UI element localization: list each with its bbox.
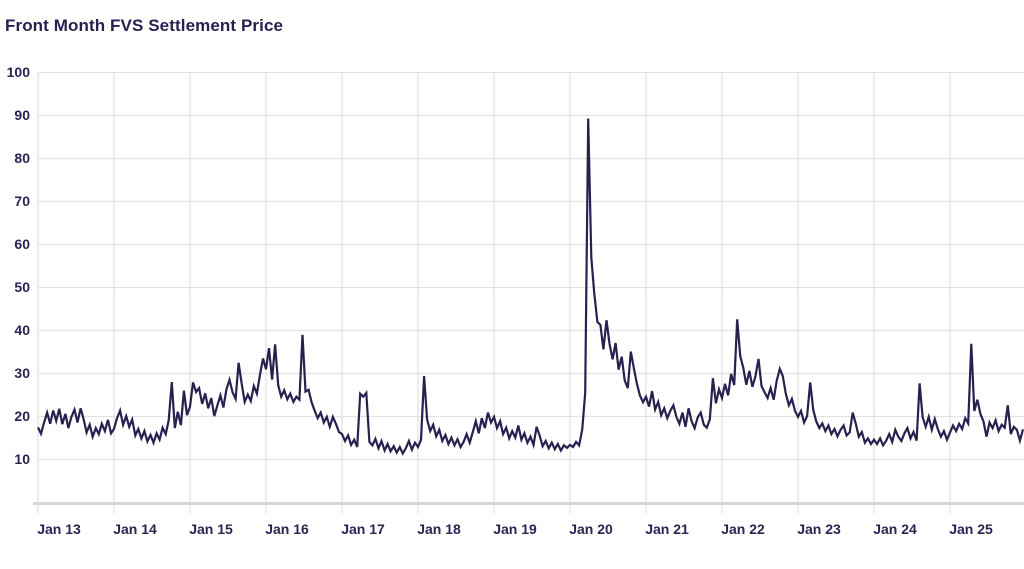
x-tick-label: Jan 25: [949, 521, 993, 537]
x-tick-label: Jan 20: [569, 521, 613, 537]
y-tick-label: 10: [14, 451, 30, 467]
y-tick-label: 20: [14, 408, 30, 424]
x-tick-label: Jan 15: [189, 521, 233, 537]
grid-layer: [37, 71, 1024, 514]
y-tick-label: 100: [7, 64, 31, 80]
chart-title: Front Month FVS Settlement Price: [5, 16, 284, 35]
series-line: [37, 118, 1024, 456]
axis-labels-layer: 10 20 30 40 50 60 70 80 90 100 Jan 13 Jan 14 Jan 15 J…: [7, 64, 993, 537]
y-tick-label: 60: [14, 236, 30, 252]
x-tick-label: Jan 14: [113, 521, 157, 537]
x-tick-label: Jan 22: [721, 521, 765, 537]
series-layer: [37, 118, 1024, 456]
x-tick-label: Jan 17: [341, 521, 385, 537]
x-tick-label: Jan 18: [417, 521, 461, 537]
y-tick-label: 90: [14, 107, 30, 123]
x-tick-label: Jan 19: [493, 521, 537, 537]
y-tick-label: 30: [14, 365, 30, 381]
x-tick-label: Jan 24: [873, 521, 917, 537]
y-tick-label: 70: [14, 193, 30, 209]
y-tick-label: 80: [14, 150, 30, 166]
y-tick-label: 40: [14, 322, 30, 338]
x-tick-label: Jan 21: [645, 521, 689, 537]
x-tick-label: Jan 23: [797, 521, 841, 537]
x-tick-label: Jan 13: [37, 521, 81, 537]
x-tick-label: Jan 16: [265, 521, 309, 537]
y-tick-label: 50: [14, 279, 30, 295]
